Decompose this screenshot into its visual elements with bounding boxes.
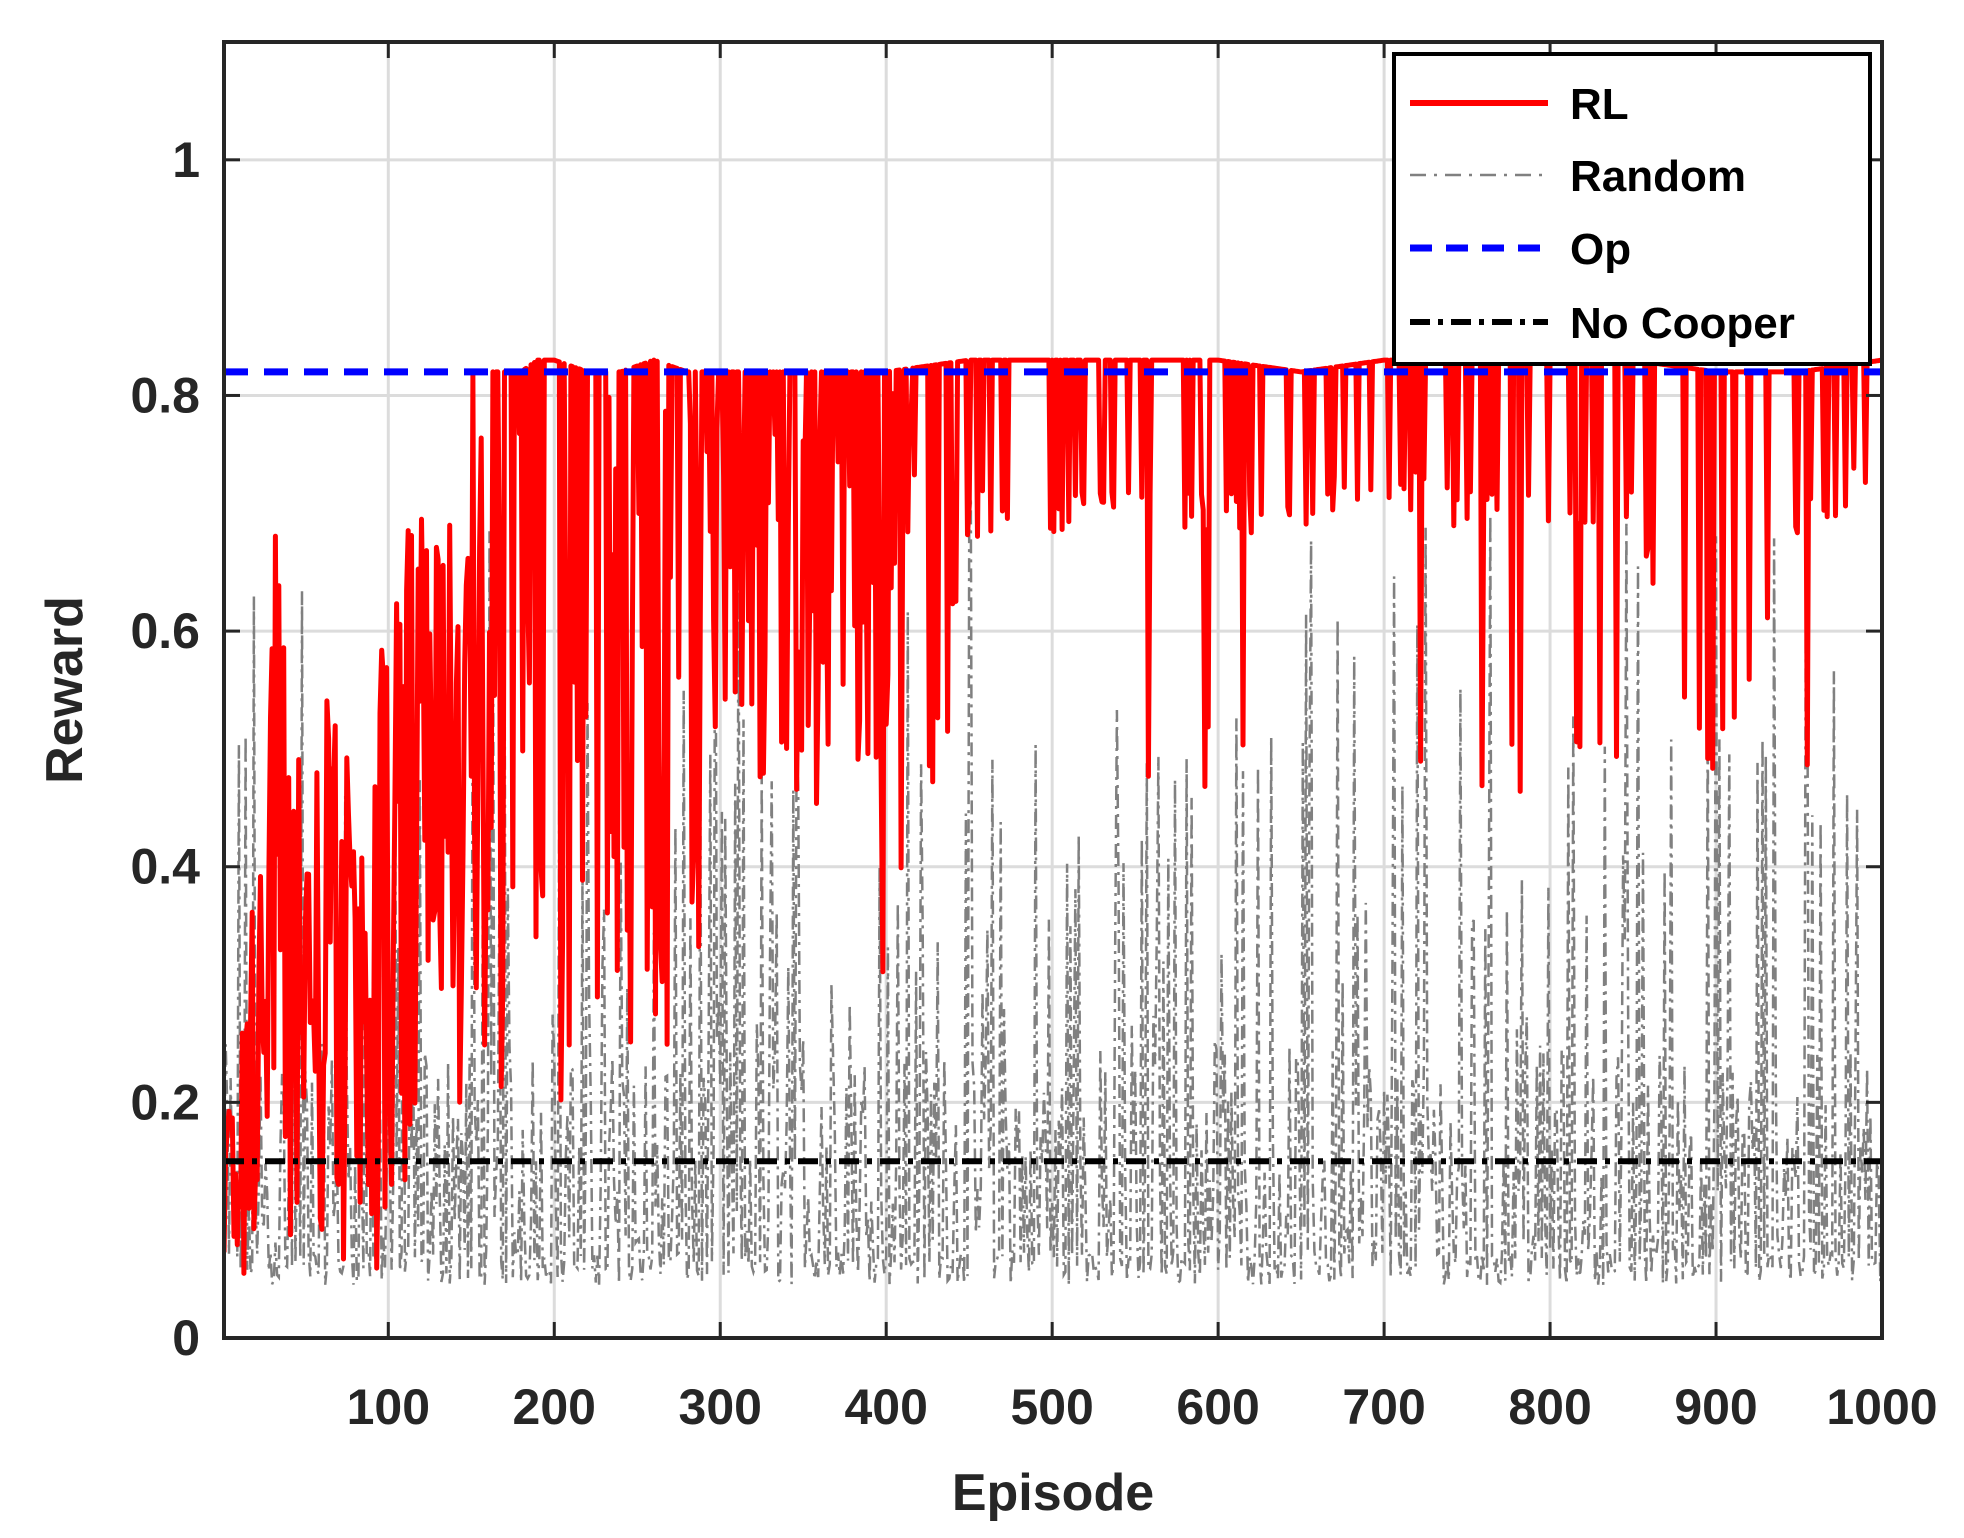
x-tick-label: 500 [1010, 1379, 1093, 1435]
y-tick-label: 0.2 [130, 1074, 200, 1130]
y-tick-label: 0.8 [130, 367, 200, 423]
x-tick-label: 800 [1508, 1379, 1591, 1435]
legend: RL Random Op No Cooper [1392, 52, 1872, 366]
x-tick-label: 300 [679, 1379, 762, 1435]
x-tick-label: 100 [347, 1379, 430, 1435]
x-tick-label: 900 [1674, 1379, 1757, 1435]
x-axis-label: Episode [952, 1464, 1154, 1522]
series-random [224, 496, 1882, 1286]
y-tick-label: 0.4 [130, 839, 200, 895]
x-tick-label: 200 [513, 1379, 596, 1435]
y-tick-label: 0 [172, 1310, 200, 1366]
x-tick-label: 600 [1176, 1379, 1259, 1435]
tick-labels: 100 200 300 400 500 600 700 800 900 1000 0 0.2 0.4 0.… [130, 132, 1937, 1435]
legend-label-op: Op [1570, 225, 1631, 274]
x-tick-label: 700 [1342, 1379, 1425, 1435]
y-tick-label: 0.6 [130, 603, 200, 659]
y-axis-label: Reward [36, 596, 94, 784]
legend-label-no-cooper: No Cooper [1570, 299, 1795, 348]
legend-label-rl: RL [1570, 80, 1629, 129]
ticks [224, 42, 1884, 1340]
y-tick-label: 1 [172, 132, 200, 188]
x-tick-label: 400 [844, 1379, 927, 1435]
legend-label-random: Random [1570, 152, 1746, 201]
x-tick-label: 1000 [1826, 1379, 1937, 1435]
